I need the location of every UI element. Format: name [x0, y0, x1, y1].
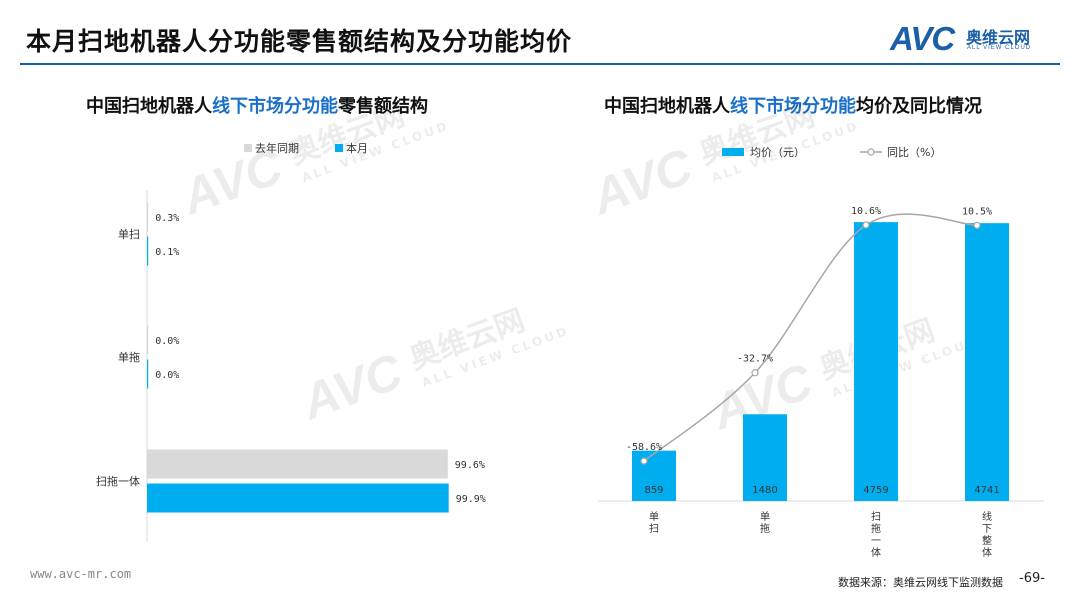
right-yoy-point-3 — [973, 221, 981, 229]
left-data-label-2-0: 99.6% — [455, 460, 485, 471]
left-legend-swatch-0 — [244, 144, 252, 152]
left-data-label-2-1: 99.9% — [456, 494, 486, 505]
left-bar-1-1 — [147, 359, 149, 389]
left-data-label-0-1: 0.1% — [155, 247, 179, 258]
left-bar-2-0 — [147, 449, 448, 479]
right-yoy-label-3: 10.5% — [962, 206, 992, 217]
right-category-label-3-3: 体 — [982, 547, 992, 559]
left-title-suffix: 零售额结构 — [338, 96, 428, 117]
left-category-label-2: 扫拖一体 — [96, 474, 140, 488]
right-chart-title: 中国扫地机器人线下市场分功能均价及同比情况 — [604, 92, 982, 118]
right-category-label-2-2: 一 — [871, 536, 881, 547]
right-yoy-label-2: 10.6% — [851, 206, 881, 217]
footer-source: 数据来源：奥维云网线下监测数据 — [838, 576, 1003, 589]
page-number: -69- — [1019, 571, 1045, 586]
left-bar-1-0 — [147, 325, 149, 355]
right-legend-bar-label: 均价（元） — [750, 146, 805, 159]
right-bar-value-1: 1480 — [752, 485, 777, 496]
right-yoy-point-2 — [862, 221, 870, 229]
svg-text:AVC: AVC — [583, 138, 701, 226]
right-category-label-2-3: 体 — [871, 547, 881, 559]
left-category-label-1: 单拖 — [118, 350, 140, 364]
right-category-label-2-1: 拖 — [871, 522, 881, 535]
avc-logo: AVC 奥维云网 ALL VIEW CLOUD — [890, 20, 1060, 57]
left-category-label-0: 单扫 — [118, 228, 140, 241]
left-title-prefix: 中国扫地机器人 — [86, 96, 212, 117]
footer-url: www.avc-mr.com — [30, 567, 132, 581]
left-data-label-1-1: 0.0% — [155, 370, 179, 381]
left-chart-title: 中国扫地机器人线下市场分功能零售额结构 — [86, 92, 428, 118]
right-bar-2 — [854, 222, 898, 501]
left-bar-0-0 — [147, 202, 149, 232]
right-category-label-0-0: 单 — [649, 511, 659, 523]
right-category-label-3-0: 线 — [982, 510, 992, 523]
right-bar-value-3: 4741 — [974, 485, 999, 496]
right-legend-line-label: 同比（%） — [887, 146, 941, 159]
page-title: 本月扫地机器人分功能零售额结构及分功能均价 — [26, 27, 573, 56]
right-title-highlight: 线下市场分功能 — [730, 96, 856, 117]
left-legend-label-0: 去年同期 — [255, 141, 299, 155]
right-bar-0 — [632, 450, 676, 501]
right-yoy-point-1 — [751, 369, 759, 377]
right-bar-1 — [743, 414, 787, 501]
left-bar-0-1 — [147, 236, 149, 266]
left-legend-swatch-1 — [335, 144, 343, 152]
right-category-label-1-0: 单 — [760, 511, 770, 523]
right-bar-value-0: 859 — [644, 485, 663, 496]
left-title-highlight: 线下市场分功能 — [212, 96, 338, 117]
right-bar-value-2: 4759 — [863, 485, 888, 496]
right-yoy-point-0 — [640, 457, 648, 465]
right-title-prefix: 中国扫地机器人 — [604, 96, 730, 117]
right-title-suffix: 均价及同比情况 — [856, 96, 982, 117]
right-yoy-label-1: -32.7% — [737, 354, 773, 365]
left-bar-2-1 — [147, 483, 449, 513]
left-data-label-1-0: 0.0% — [155, 336, 179, 347]
right-legend-bar-swatch — [722, 148, 744, 156]
right-yoy-line — [643, 213, 978, 462]
left-data-label-0-0: 0.3% — [155, 213, 179, 224]
svg-text:AVC: AVC — [293, 343, 411, 431]
right-category-label-3-1: 下 — [982, 524, 992, 535]
title-divider — [20, 63, 1060, 65]
logo-cn-text: 奥维云网 — [966, 28, 1031, 47]
right-legend-line-marker — [867, 148, 875, 156]
right-category-label-0-1: 扫 — [649, 522, 659, 535]
logo-avc-text: AVC — [890, 20, 955, 57]
logo-en-text: ALL VIEW CLOUD — [967, 45, 1032, 51]
right-category-label-1-1: 拖 — [760, 522, 770, 535]
right-bar-3 — [965, 223, 1009, 501]
right-category-label-3-2: 整 — [982, 534, 992, 547]
right-category-label-2-0: 扫 — [871, 510, 881, 523]
right-yoy-label-0: -58.6% — [626, 442, 662, 453]
left-legend-label-1: 本月 — [346, 141, 368, 155]
